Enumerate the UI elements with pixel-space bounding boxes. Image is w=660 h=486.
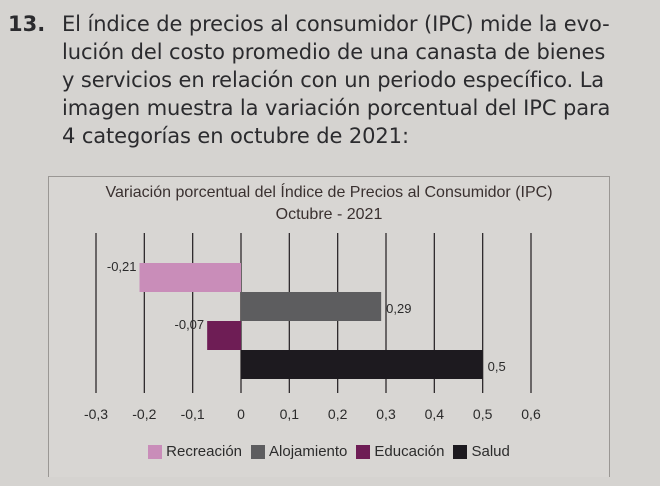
x-tick-label: 0,5: [473, 406, 493, 422]
legend-item: Alojamiento: [251, 443, 347, 460]
data-label: -0,21: [107, 259, 137, 274]
legend-item: Educación: [356, 443, 444, 460]
legend-swatch: [356, 444, 371, 459]
chart-panel: Variación porcentual del Índice de Preci…: [48, 176, 610, 477]
bar-alojamiento: [241, 292, 382, 321]
legend-label: Recreación: [166, 443, 243, 460]
chart-plot: -0,3 -0,2 -0,1 0 0,1 0,2 0,3 0,4 0,5 0,6 -0,21 0,29…: [84, 233, 541, 422]
x-tick-label: -0,2: [132, 406, 156, 422]
question-line: El índice de precios al consumidor (IPC)…: [62, 12, 610, 36]
legend-item: Salud: [453, 443, 510, 460]
question-line: 4 categorías en octubre de 2021:: [62, 124, 409, 148]
x-tick-label: 0,6: [521, 406, 541, 422]
question-block: 13. El índice de precios al consumidor (…: [8, 10, 656, 150]
question-text: El índice de precios al consumidor (IPC)…: [62, 10, 656, 150]
x-tick-label: -0,3: [84, 406, 108, 422]
legend-swatch: [453, 444, 468, 459]
bar-educación: [207, 321, 241, 350]
x-tick-label: 0,3: [376, 406, 396, 422]
x-tick-label: 0,4: [425, 406, 445, 422]
legend-label: Educación: [374, 443, 445, 460]
data-label: -0,07: [175, 317, 205, 332]
x-tick-label: 0: [237, 406, 245, 422]
legend-item: Recreación: [148, 443, 242, 460]
bar-salud: [241, 350, 483, 379]
question-line: y servicios en relación con un periodo e…: [62, 68, 605, 92]
legend-swatch: [251, 444, 266, 459]
x-tick-label: 0,2: [328, 406, 348, 422]
x-tick-label: 0,1: [280, 406, 300, 422]
legend-label: Salud: [471, 443, 510, 460]
question-line: imagen muestra la variación porcentual d…: [62, 96, 611, 120]
bar-recreación: [139, 263, 241, 292]
legend-label: Alojamiento: [269, 443, 348, 460]
question-line: lución del costo promedio de una canasta…: [62, 40, 606, 64]
chart-subtitle: Octubre - 2021: [275, 206, 383, 223]
legend-swatch: [148, 444, 163, 459]
chart-title: Variación porcentual del Índice de Preci…: [105, 184, 553, 201]
data-label: 0,29: [386, 301, 411, 316]
question-number: 13.: [8, 12, 46, 36]
data-label: 0,5: [488, 359, 506, 374]
x-tick-label: -0,1: [181, 406, 205, 422]
chart-legend: Recreación Alojamiento Educación Salud: [49, 443, 609, 460]
